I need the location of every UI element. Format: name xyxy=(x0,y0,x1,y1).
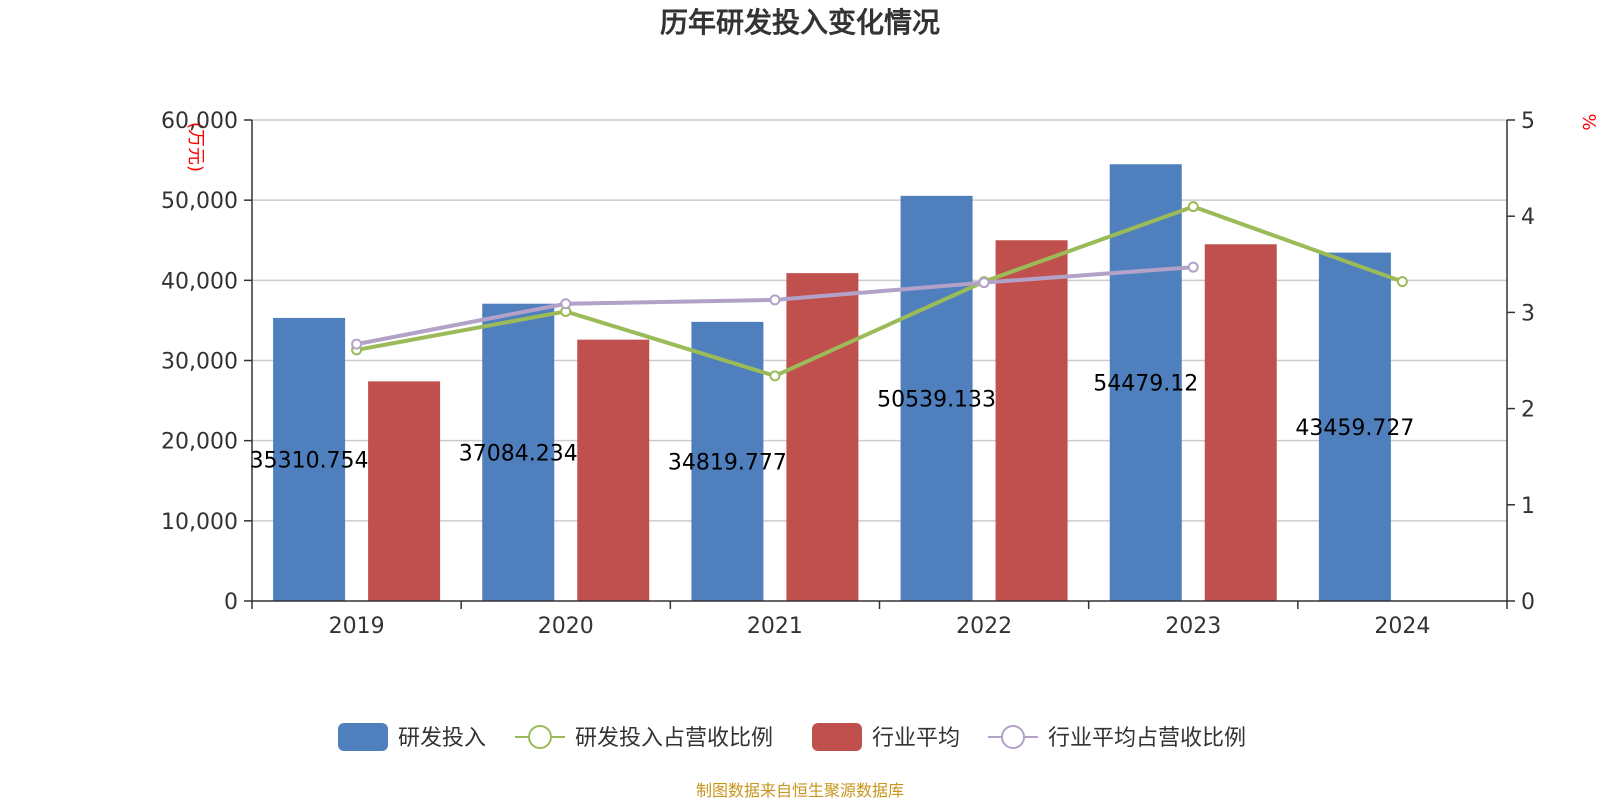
source-note: 制图数据来自恒生聚源数据库 xyxy=(696,781,904,800)
legend-label: 研发投入占营收比例 xyxy=(575,726,773,751)
bar-value-label: 35310.754 xyxy=(250,448,369,473)
right-tick-label: 5 xyxy=(1521,109,1535,134)
line-point xyxy=(769,370,781,382)
x-tick-label: 2021 xyxy=(747,614,803,639)
line-point xyxy=(1396,276,1408,288)
bar xyxy=(1109,164,1182,602)
left-tick-label: 60,000 xyxy=(161,109,238,134)
bars xyxy=(273,164,1391,602)
left-tick-label: 40,000 xyxy=(161,269,238,294)
left-tick-label: 0 xyxy=(224,590,238,615)
bar-value-label: 43459.727 xyxy=(1295,416,1414,441)
axes: 0 10,000 20,000 30,000 40,000 50,000 60,000 0 1 2… xyxy=(161,109,1535,639)
x-tick-label: 2020 xyxy=(538,614,594,639)
bar xyxy=(577,339,650,601)
left-tick-label: 10,000 xyxy=(161,510,238,535)
bar xyxy=(482,303,555,601)
right-tick-label: 0 xyxy=(1521,590,1535,615)
data-labels: 35310.754 37084.234 34819.777 50539.133 5447… xyxy=(250,372,1415,476)
bar-value-label: 54479.12 xyxy=(1093,372,1198,397)
x-tick-label: 2022 xyxy=(956,614,1012,639)
legend-label: 研发投入 xyxy=(398,726,486,751)
bar xyxy=(995,240,1068,601)
legend-label: 行业平均 xyxy=(872,726,960,751)
legend-marker xyxy=(1001,725,1025,749)
line-point xyxy=(351,338,363,350)
series-line xyxy=(356,204,1404,379)
series-line xyxy=(356,265,1194,347)
right-tick-label: 3 xyxy=(1521,301,1535,326)
bar xyxy=(786,273,859,601)
x-tick-label: 2019 xyxy=(329,614,385,639)
left-axis-unit: (万元) xyxy=(185,122,206,172)
bar-value-label: 34819.777 xyxy=(668,450,787,475)
bar xyxy=(273,317,346,601)
line-point xyxy=(1187,261,1199,273)
legend-label: 行业平均占营收比例 xyxy=(1048,726,1246,751)
bar xyxy=(368,381,441,601)
bar-value-label: 37084.234 xyxy=(459,441,578,466)
bar xyxy=(1204,244,1277,601)
right-tick-label: 2 xyxy=(1521,398,1535,423)
line-point xyxy=(769,294,781,306)
line-point xyxy=(978,277,990,289)
right-axis-unit: % xyxy=(1578,113,1599,130)
left-tick-label: 20,000 xyxy=(161,430,238,455)
x-tick-label: 2024 xyxy=(1374,614,1430,639)
line-point xyxy=(1187,201,1199,213)
left-tick-label: 50,000 xyxy=(161,189,238,214)
left-tick-label: 30,000 xyxy=(161,350,238,375)
right-tick-label: 1 xyxy=(1521,494,1535,519)
right-tick-label: 4 xyxy=(1521,205,1535,230)
gridlines xyxy=(252,119,1507,522)
legend-swatch xyxy=(338,723,388,751)
bar-value-label: 50539.133 xyxy=(877,387,996,412)
legend-marker xyxy=(528,725,552,749)
chart-title: 历年研发投入变化情况 xyxy=(660,6,940,39)
bar xyxy=(1318,252,1391,602)
legend: 研发投入 研发投入占营收比例 行业平均 行业平均占营收比例 xyxy=(338,723,1246,751)
x-tick-label: 2023 xyxy=(1165,614,1221,639)
line-point xyxy=(560,298,572,310)
legend-swatch xyxy=(812,723,862,751)
lines xyxy=(351,201,1408,382)
bar xyxy=(900,195,973,602)
